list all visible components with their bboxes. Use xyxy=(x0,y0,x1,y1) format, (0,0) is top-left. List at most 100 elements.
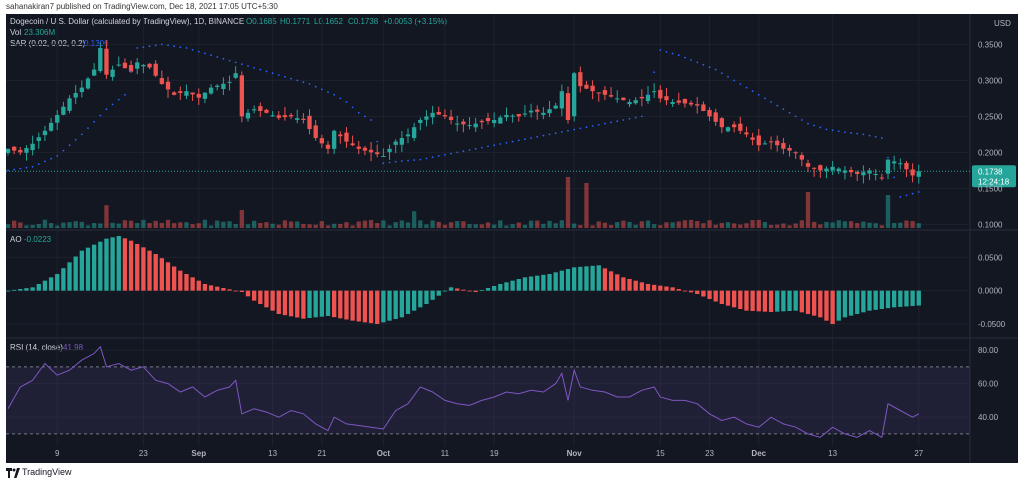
sar-dot xyxy=(536,135,539,138)
ao-bar xyxy=(768,290,774,312)
volume-bar xyxy=(313,224,318,228)
volume-bar xyxy=(768,224,774,228)
chart-canvas[interactable]: Dogecoin / U.S. Dollar (calculated by Tr… xyxy=(5,14,1018,463)
ao-bar xyxy=(48,277,54,291)
sar-dot xyxy=(628,117,631,120)
candle-body xyxy=(793,152,798,154)
ao-bar xyxy=(178,270,183,291)
ao-bar xyxy=(738,290,743,309)
rsi-tick-label: 80.00 xyxy=(978,346,999,355)
candle-body xyxy=(264,109,269,113)
ao-bar xyxy=(812,290,817,316)
ao-bar xyxy=(713,290,718,302)
candle-body xyxy=(141,64,146,67)
volume-bar xyxy=(799,220,804,228)
ao-bar xyxy=(405,290,411,314)
candle-body xyxy=(498,117,503,124)
time-tick-label: 19 xyxy=(490,449,499,458)
footer-brand: TradingView xyxy=(22,467,72,477)
volume-bar xyxy=(258,222,263,228)
ao-bar xyxy=(18,289,23,291)
volume-bar xyxy=(215,220,220,228)
ao-bar xyxy=(528,276,534,291)
volume-bar xyxy=(18,222,23,228)
candle-body xyxy=(707,109,712,117)
volume-bar xyxy=(541,223,546,228)
ao-bar xyxy=(436,290,441,296)
sar-dot xyxy=(160,43,163,46)
volume-bar xyxy=(270,223,275,228)
sar-dot xyxy=(56,155,59,157)
candle-body xyxy=(412,127,417,139)
volume-bar xyxy=(738,224,743,228)
ao-bar xyxy=(184,274,189,291)
candle-body xyxy=(652,91,657,93)
volume-bar xyxy=(516,222,521,228)
ao-bar xyxy=(172,266,177,291)
candle-body xyxy=(442,115,448,117)
last-price-countdown: 12:24:18 xyxy=(978,177,1010,186)
ao-bar xyxy=(5,290,11,292)
time-tick-label: Oct xyxy=(377,449,391,458)
sar-dot xyxy=(862,133,865,136)
candle-body xyxy=(602,90,608,95)
candle-body xyxy=(799,155,804,160)
sar-dot xyxy=(333,93,336,96)
volume-bar xyxy=(639,221,644,228)
ao-bar xyxy=(30,287,35,291)
sar-dot xyxy=(782,108,785,111)
sar-dot xyxy=(647,93,649,96)
volume-bar xyxy=(824,221,829,228)
candle-body xyxy=(738,123,743,131)
sar-dot xyxy=(31,165,34,168)
volume-bar xyxy=(608,224,614,228)
ao-bar xyxy=(485,288,491,291)
volume-bar xyxy=(645,220,651,228)
time-tick-label: Sep xyxy=(191,449,206,458)
sar-dot xyxy=(99,114,102,117)
candle-body xyxy=(676,100,681,103)
sar-dot xyxy=(776,104,779,107)
candle-body xyxy=(713,112,718,122)
ao-bar xyxy=(707,290,712,299)
candle-body xyxy=(528,110,534,113)
sar-dot xyxy=(456,151,459,154)
time-tick-label: 21 xyxy=(317,449,326,458)
sar-dot xyxy=(105,108,108,111)
candle-body xyxy=(288,115,294,117)
volume-bar xyxy=(473,224,478,228)
sar-dot xyxy=(382,162,385,165)
candle-body xyxy=(350,143,355,146)
candle-body xyxy=(590,85,595,92)
candle-body xyxy=(307,115,312,129)
sar-dot xyxy=(807,122,809,125)
candle-body xyxy=(313,125,318,138)
volume-bar xyxy=(141,219,146,228)
symbol-title: Dogecoin / U.S. Dollar (calculated by Tr… xyxy=(10,17,244,26)
ao-tick-label: 0.0500 xyxy=(978,253,1003,262)
ao-bar xyxy=(245,290,251,297)
sar-dot xyxy=(499,143,502,145)
volume-bar xyxy=(621,220,626,228)
chart-frame[interactable]: Dogecoin / U.S. Dollar (calculated by Tr… xyxy=(5,14,1018,463)
volume-bar xyxy=(233,224,238,228)
ao-bar xyxy=(559,270,564,291)
volume-bar xyxy=(676,221,681,228)
ohlc-change: +0.0053 (+3.15%) xyxy=(383,17,447,26)
ao-bar xyxy=(775,290,780,312)
sar-dot xyxy=(247,65,249,67)
sar-dot xyxy=(819,126,822,129)
volume-bar xyxy=(5,224,11,228)
candle-body xyxy=(781,142,786,149)
ao-bar xyxy=(553,272,558,291)
volume-bar xyxy=(695,221,700,228)
volume-bar xyxy=(104,205,109,228)
sar-dot xyxy=(474,147,477,150)
sar-dot xyxy=(893,176,896,179)
ao-bar xyxy=(602,268,608,291)
volume-bar xyxy=(399,220,404,228)
sar-value: 0.1306 xyxy=(84,39,109,48)
volume-bar xyxy=(879,225,884,228)
candle-body xyxy=(664,96,669,101)
candle-body xyxy=(276,115,281,118)
